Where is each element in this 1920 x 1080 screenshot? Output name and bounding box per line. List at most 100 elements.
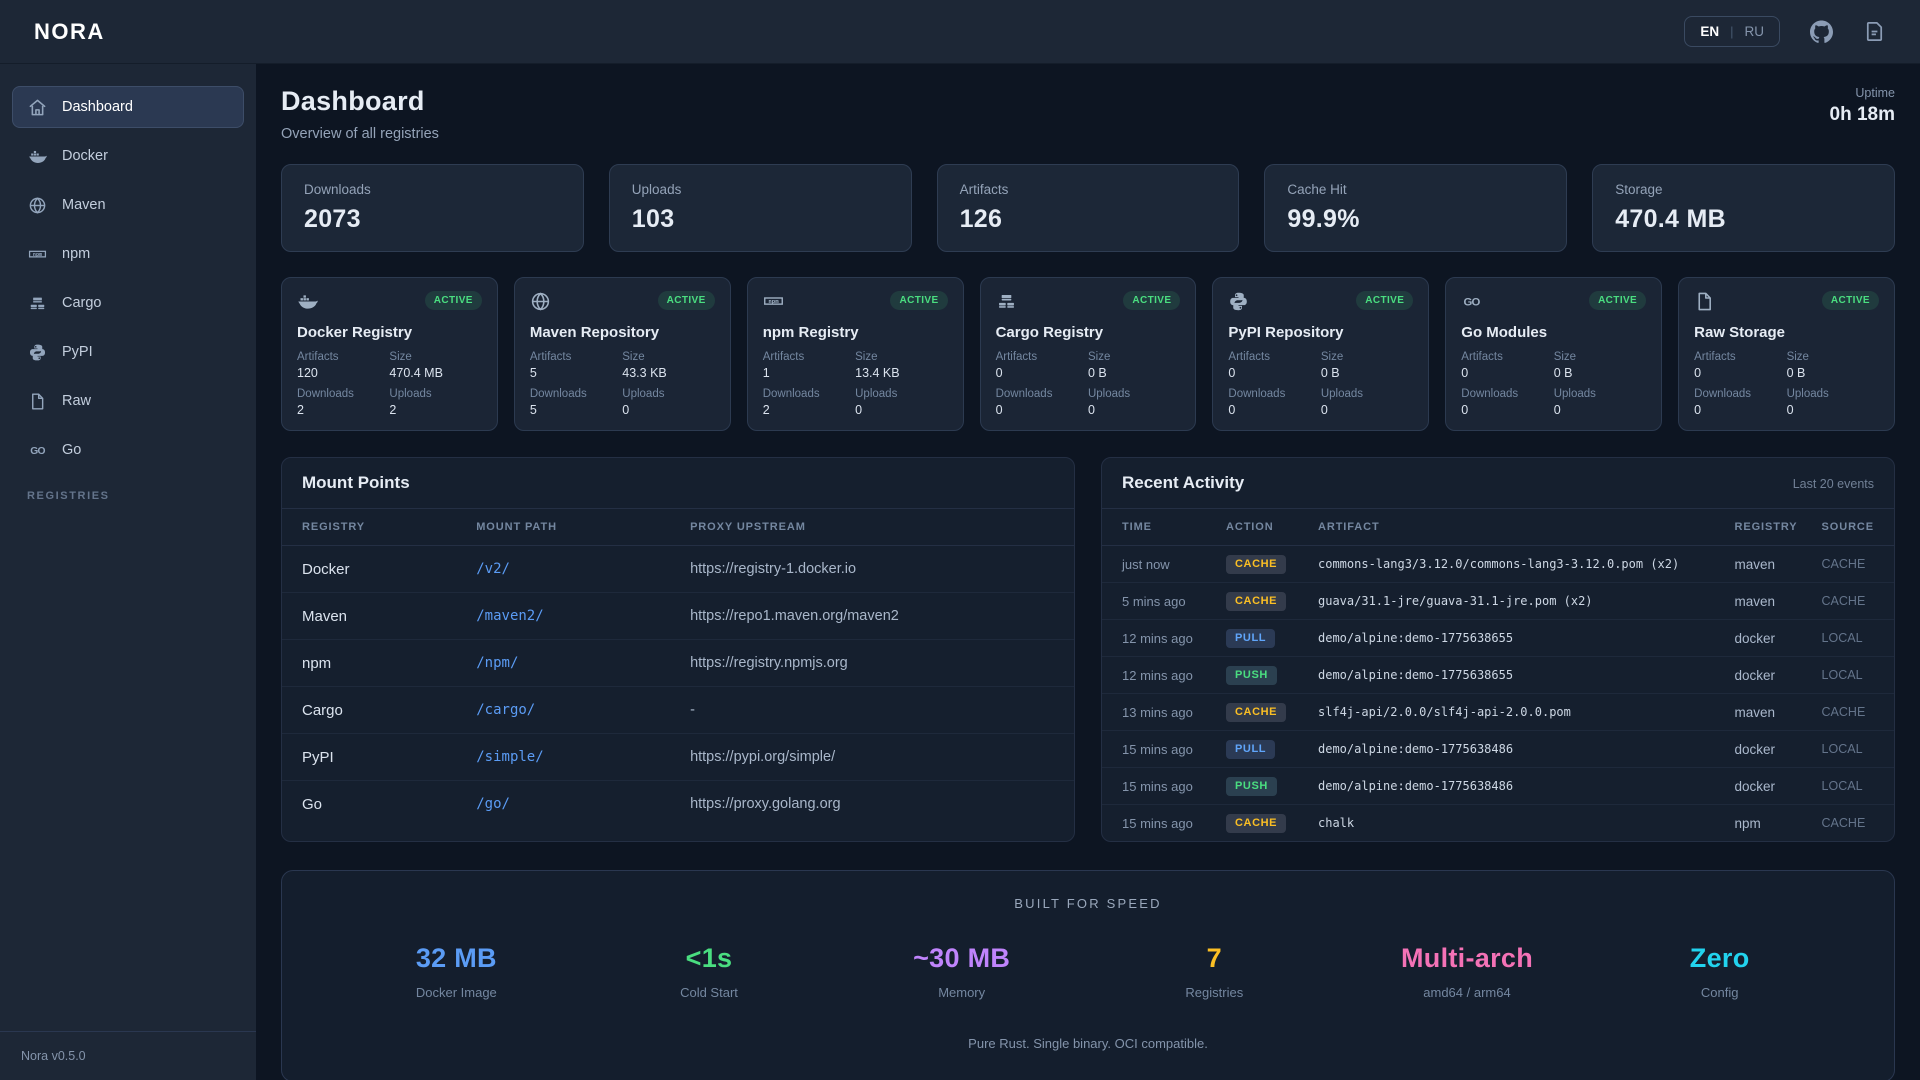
activity-registry: maven: [1722, 545, 1810, 583]
sidebar-item-label: Docker: [62, 148, 108, 164]
speed-value: <1s: [685, 943, 733, 973]
downloads-value: 2: [297, 403, 304, 417]
speed-item-docker-image: 32 MB Docker Image: [330, 943, 583, 1000]
registry-card-title: Cargo Registry: [995, 324, 1104, 341]
mount-path-link[interactable]: /maven2/: [476, 608, 544, 624]
language-toggle[interactable]: EN | RU: [1684, 16, 1780, 47]
activity-time: 15 mins ago: [1102, 730, 1214, 768]
activity-source: CACHE: [1809, 693, 1894, 731]
go-icon: [1461, 291, 1482, 312]
size-label: Size: [1786, 351, 1809, 363]
stat-card-downloads: Downloads 2073: [281, 164, 584, 252]
stat-card-uploads: Uploads 103: [608, 164, 912, 252]
action-badge: CACHE: [1226, 555, 1287, 574]
github-icon[interactable]: [1810, 20, 1833, 43]
sidebar-item-label: Raw: [62, 393, 92, 409]
downloads-value: 0: [1694, 403, 1702, 417]
app-logo: NORA: [34, 18, 105, 44]
top-header: NORA EN | RU: [0, 0, 1920, 64]
activity-source: LOCAL: [1809, 619, 1894, 657]
mount-upstream: https://proxy.golang.org: [690, 796, 841, 812]
sidebar-item-maven[interactable]: Maven: [12, 184, 244, 226]
action-badge: CACHE: [1226, 814, 1287, 833]
uploads-value: 0: [1087, 403, 1095, 417]
uploads-value: 0: [1786, 403, 1794, 417]
status-badge: ACTIVE: [424, 291, 482, 310]
stat-value: 470.4 MB: [1615, 205, 1726, 233]
table-row: Maven /maven2/ https://repo1.maven.org/m…: [282, 592, 1074, 640]
registry-card-maven: ACTIVE Maven Repository Artifacts 5 Size 4…: [513, 277, 731, 431]
activity-time: 12 mins ago: [1102, 619, 1214, 657]
artifacts-value: 0: [1461, 366, 1469, 380]
speed-value: 32 MB: [415, 943, 497, 973]
sidebar-section-registries: REGISTRIES: [27, 490, 110, 502]
stat-value: 103: [631, 205, 675, 233]
npm-icon: [763, 291, 784, 312]
globe-icon: [28, 196, 47, 215]
artifacts-value: 120: [297, 366, 318, 380]
stat-label: Artifacts: [959, 182, 1009, 197]
boxes-icon: [996, 291, 1017, 312]
artifacts-label: Artifacts: [995, 351, 1038, 363]
language-divider: |: [1730, 24, 1734, 39]
speed-item-registries: 7 Registries: [1088, 943, 1341, 1000]
activity-artifact: demo/alpine:demo-1775638486: [1306, 730, 1723, 768]
table-row: 13 mins ago CACHE slf4j-api/2.0.0/slf4j-…: [1102, 693, 1894, 731]
sidebar-item-label: Cargo: [62, 295, 102, 311]
downloads-label: Downloads: [995, 388, 1053, 400]
table-row: PyPI /simple/ https://pypi.org/simple/: [282, 733, 1074, 781]
docs-icon[interactable]: [1863, 20, 1886, 43]
status-badge: ACTIVE: [1356, 291, 1414, 310]
sidebar-item-go[interactable]: Go: [12, 429, 244, 471]
sidebar: Dashboard Docker Maven npm Cargo PyPI Ra…: [0, 64, 256, 1080]
uptime: Uptime 0h 18m: [1830, 86, 1895, 126]
sidebar-item-cargo[interactable]: Cargo: [12, 282, 244, 324]
column-header: ACTION: [1214, 508, 1306, 546]
mount-path-link[interactable]: /v2/: [476, 561, 510, 577]
status-badge: ACTIVE: [657, 291, 715, 310]
size-label: Size: [855, 351, 878, 363]
app-version: Nora v0.5.0: [0, 1031, 256, 1080]
activity-time: 12 mins ago: [1102, 656, 1214, 694]
sidebar-item-npm[interactable]: npm: [12, 233, 244, 275]
table-row: 15 mins ago PUSH demo/alpine:demo-177563…: [1102, 767, 1894, 805]
stat-card-storage: Storage 470.4 MB: [1592, 164, 1895, 252]
speed-item-memory: ~30 MB Memory: [835, 943, 1088, 1000]
mount-path-link[interactable]: /cargo/: [476, 702, 536, 718]
speed-item-multi-arch: Multi-arch amd64 / arm64: [1341, 943, 1594, 1000]
status-badge: ACTIVE: [1589, 291, 1647, 310]
speed-label: Docker Image: [415, 985, 497, 1000]
language-ru-button[interactable]: RU: [1744, 24, 1765, 39]
uploads-label: Uploads: [1786, 388, 1829, 400]
python-icon: [28, 343, 47, 362]
sidebar-item-dashboard[interactable]: Dashboard: [12, 86, 244, 128]
artifacts-value: 0: [1228, 366, 1236, 380]
sidebar-item-pypi[interactable]: PyPI: [12, 331, 244, 373]
recent-activity-panel: Recent Activity Last 20 events TIME ACTI…: [1101, 457, 1895, 842]
main-content: Dashboard Overview of all registries Upt…: [256, 0, 1920, 1080]
speed-title: BUILT FOR SPEED: [1014, 896, 1162, 911]
sidebar-item-raw[interactable]: Raw: [12, 380, 244, 422]
mount-registry: PyPI: [282, 733, 457, 781]
artifacts-value: 0: [995, 366, 1003, 380]
status-badge: ACTIVE: [1123, 291, 1181, 310]
mount-path-link[interactable]: /go/: [476, 796, 510, 812]
action-badge: PULL: [1226, 740, 1276, 759]
activity-registry: maven: [1722, 693, 1810, 731]
activity-registry: npm: [1734, 815, 1761, 831]
artifacts-label: Artifacts: [762, 351, 805, 363]
file-icon: [28, 392, 47, 411]
sidebar-item-docker[interactable]: Docker: [12, 135, 244, 177]
size-value: 470.4 MB: [389, 366, 443, 380]
stat-label: Uploads: [631, 182, 682, 197]
registry-card-title: Go Modules: [1461, 324, 1548, 341]
file-icon: [1694, 291, 1715, 312]
registry-card-title: npm Registry: [762, 324, 859, 341]
size-value: 0 B: [1553, 366, 1573, 380]
mount-path-link[interactable]: /simple/: [476, 749, 544, 765]
mount-path-link[interactable]: /npm/: [476, 655, 519, 671]
uploads-value: 0: [855, 403, 863, 417]
artifacts-label: Artifacts: [1461, 351, 1503, 363]
language-en-button[interactable]: EN: [1700, 24, 1720, 39]
activity-source: CACHE: [1809, 545, 1894, 583]
